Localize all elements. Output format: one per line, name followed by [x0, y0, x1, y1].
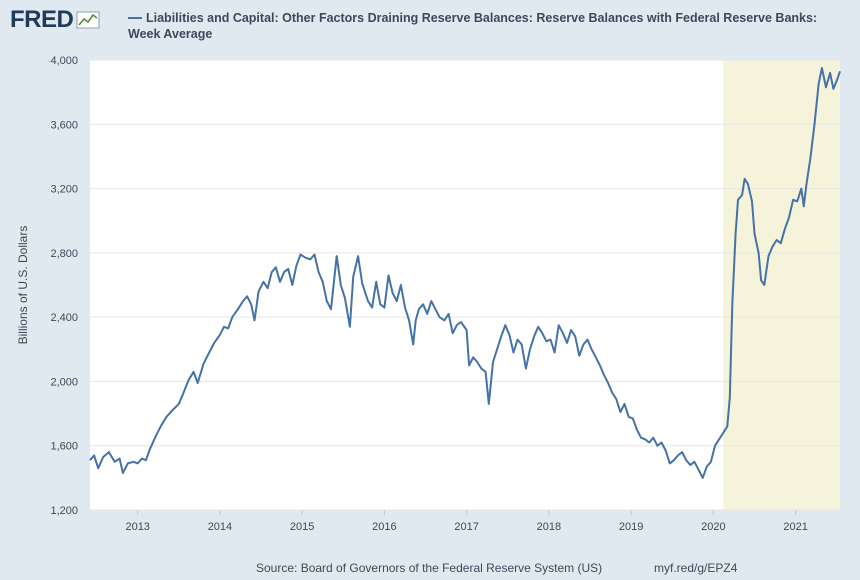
chart-trend-icon — [76, 11, 100, 29]
x-tick-label: 2021 — [783, 521, 807, 533]
y-tick-label: 1,600 — [50, 441, 78, 453]
y-tick-label: 3,600 — [50, 119, 78, 131]
x-tick-label: 2020 — [701, 521, 725, 533]
x-tick-label: 2017 — [454, 521, 478, 533]
y-axis-label: Billions of U.S. Dollars — [16, 226, 30, 345]
y-tick-label: 2,400 — [50, 312, 78, 324]
fred-logo-text: FRED — [10, 6, 74, 33]
x-tick-label: 2019 — [619, 521, 643, 533]
y-tick-label: 2,800 — [50, 248, 78, 260]
recession-shade — [723, 60, 840, 510]
footer-source: Source: Board of Governors of the Federa… — [256, 561, 603, 575]
legend-label: Liabilities and Capital: Other Factors D… — [128, 11, 818, 41]
series-line[interactable] — [89, 67, 841, 479]
y-tick-label: 2,000 — [50, 376, 78, 388]
y-tick-label: 4,000 — [50, 55, 78, 67]
legend-line-swatch — [128, 16, 142, 19]
footer-link[interactable]: myf.red/g/EPZ4 — [654, 561, 738, 575]
x-tick-label: 2015 — [290, 521, 314, 533]
plot-area — [90, 60, 840, 510]
x-tick-label: 2016 — [372, 521, 396, 533]
chart-legend[interactable]: Liabilities and Capital: Other Factors D… — [128, 10, 848, 42]
y-tick-label: 3,200 — [50, 184, 78, 196]
x-tick-label: 2014 — [208, 521, 232, 533]
x-tick-label: 2018 — [537, 521, 561, 533]
x-tick-label: 2013 — [125, 521, 149, 533]
y-tick-label: 1,200 — [50, 505, 78, 517]
fred-logo[interactable]: FRED — [10, 6, 100, 34]
